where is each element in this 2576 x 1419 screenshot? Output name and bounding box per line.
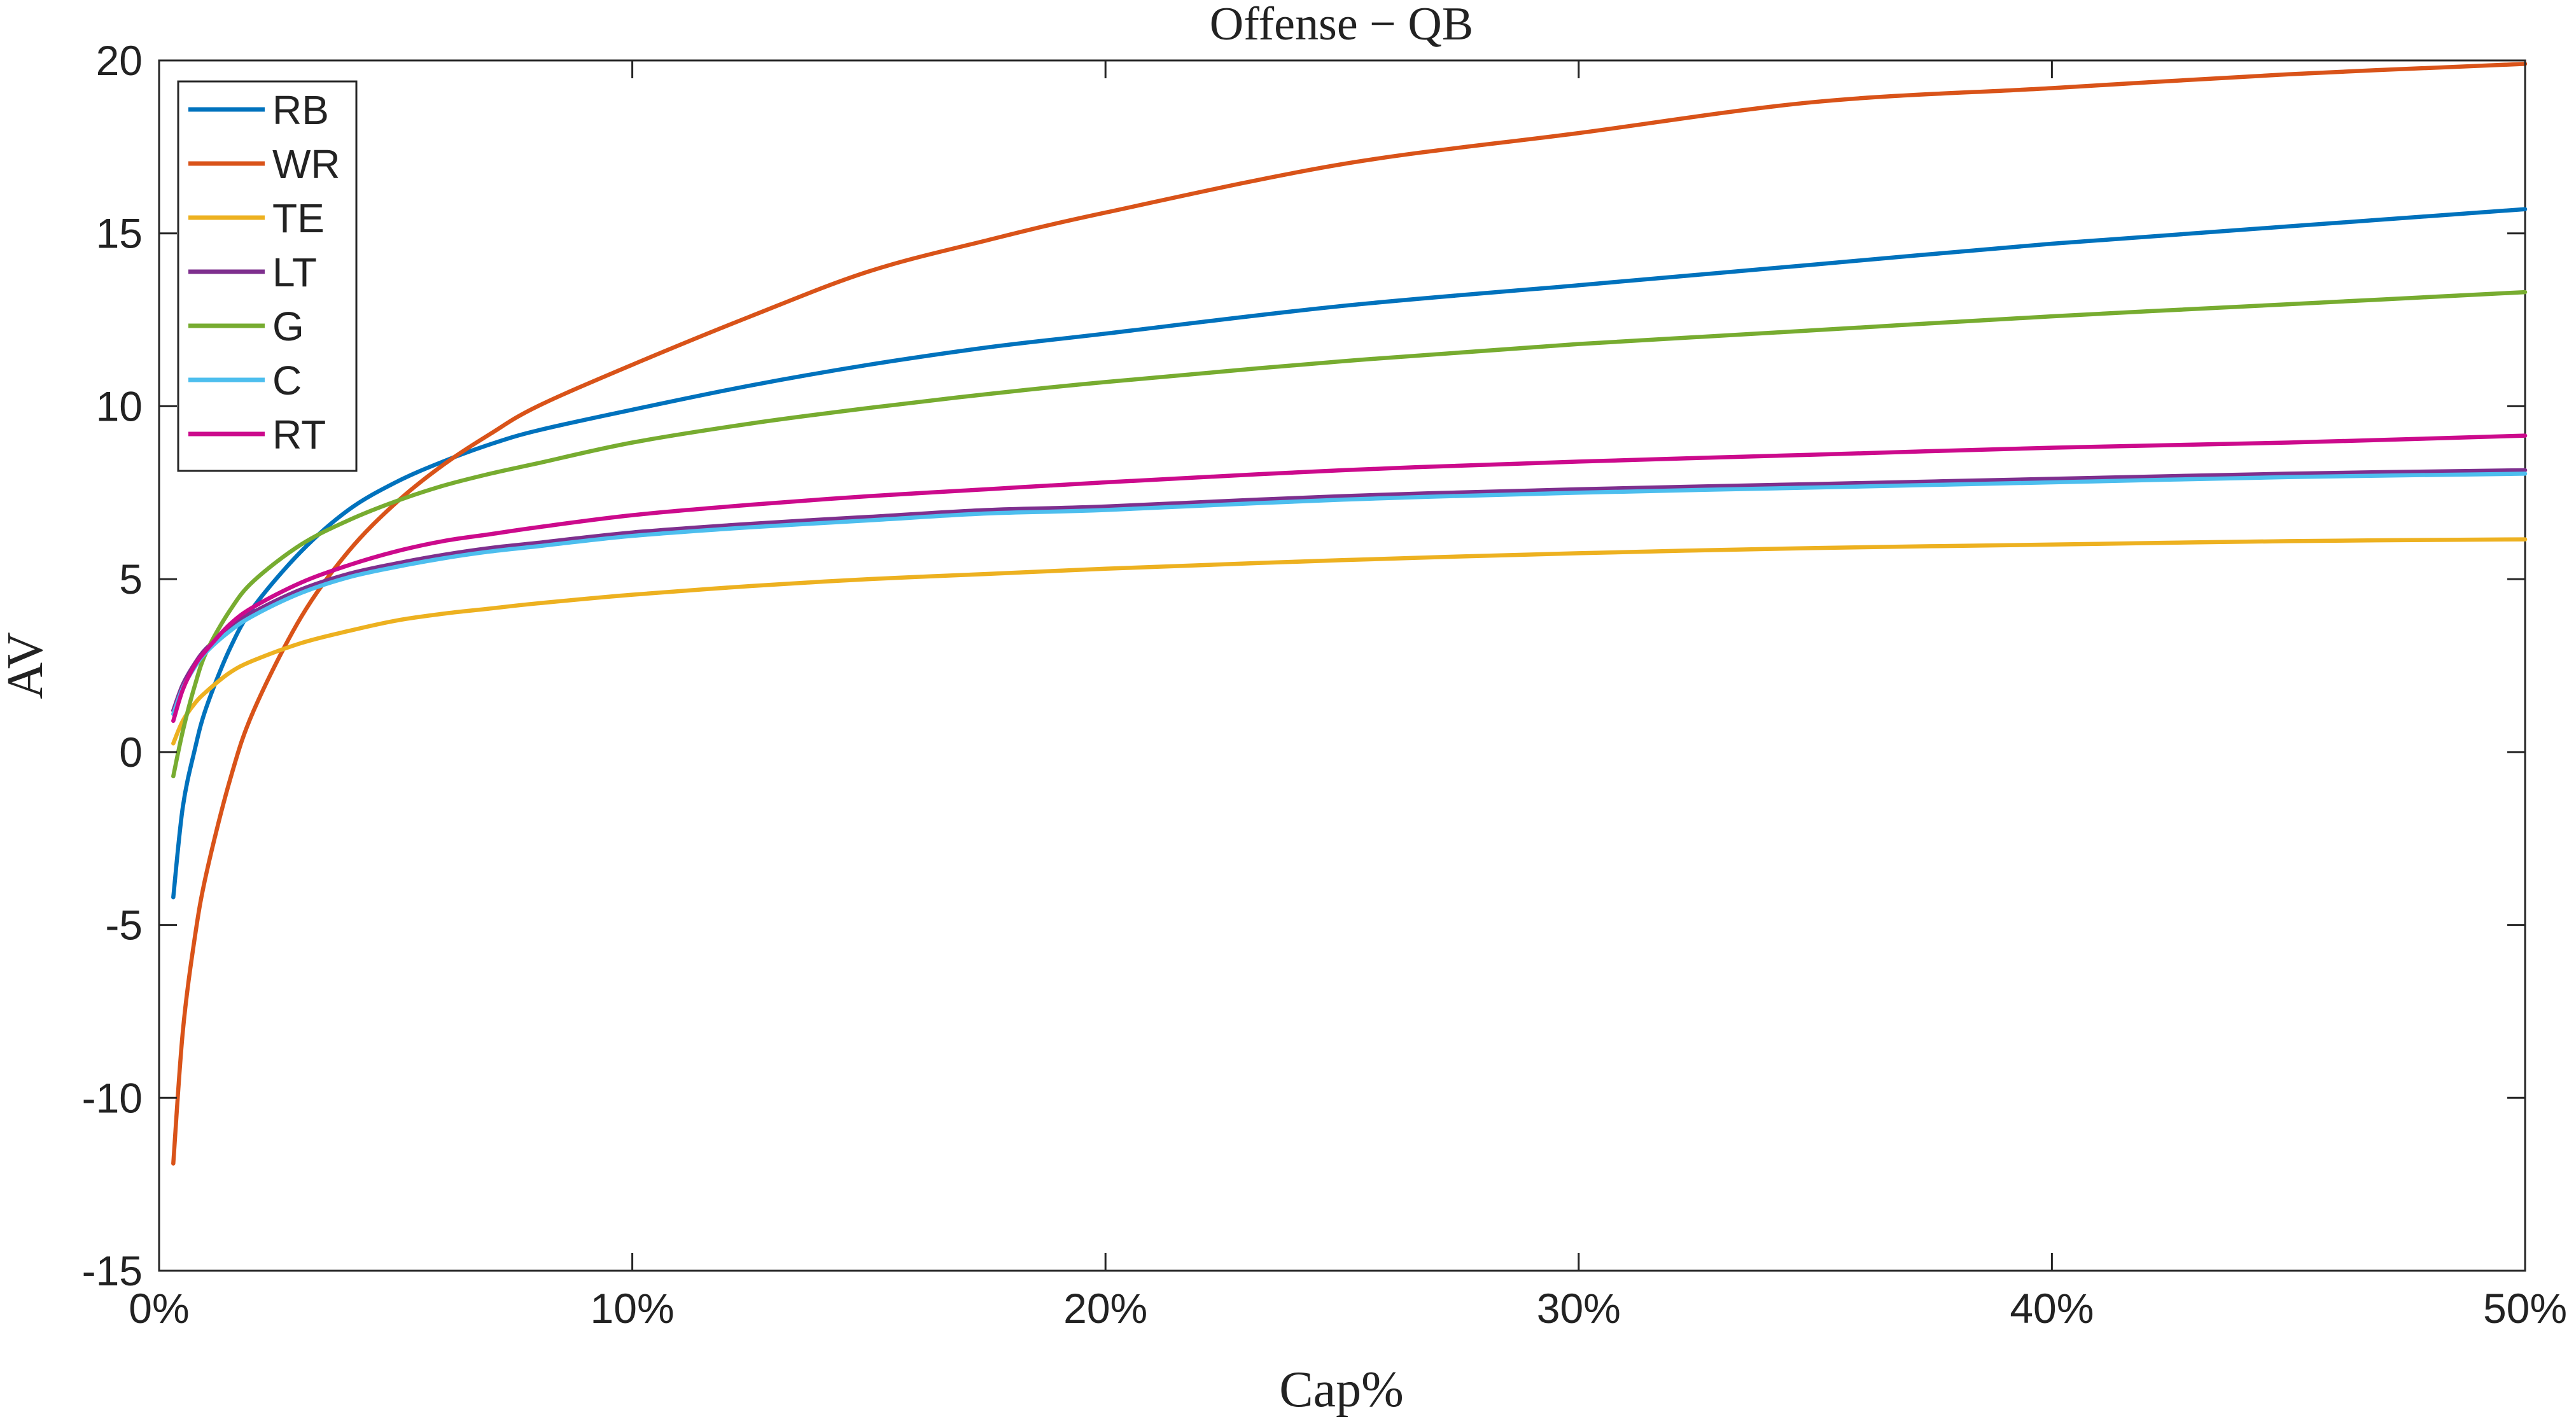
x-tick-label: 20% bbox=[1063, 1285, 1147, 1332]
series-line-c bbox=[171, 472, 2528, 716]
legend-label-rb: RB bbox=[272, 87, 329, 133]
y-tick-label: 20 bbox=[96, 37, 143, 84]
plot-frame bbox=[158, 59, 2526, 1272]
y-tick-label: -5 bbox=[105, 902, 143, 949]
y-tick-label: 15 bbox=[96, 210, 143, 257]
y-tick-label: 10 bbox=[96, 382, 143, 430]
legend-label-lt: LT bbox=[272, 249, 317, 295]
x-tick-label: 0% bbox=[129, 1285, 189, 1332]
x-axis-title: Cap% bbox=[1279, 1362, 1404, 1418]
legend-label-g: G bbox=[272, 304, 304, 349]
series-line-g bbox=[171, 290, 2528, 779]
series-line-wr bbox=[171, 62, 2528, 1166]
series-line-te bbox=[171, 537, 2528, 746]
x-axis: 0% 10% 20% 30% 40% 50% bbox=[129, 60, 2567, 1332]
legend-label-rt: RT bbox=[272, 412, 326, 458]
series-line-rt bbox=[171, 433, 2528, 723]
plot-area bbox=[158, 59, 2528, 1272]
series-layer bbox=[171, 62, 2528, 1166]
series-line-lt bbox=[171, 468, 2528, 713]
x-tick-label: 50% bbox=[2483, 1285, 2567, 1332]
legend-items: RB WR TE LT GC RT bbox=[188, 87, 340, 458]
series-line-rb bbox=[171, 207, 2528, 900]
chart-title: Offense − QB bbox=[1210, 0, 1473, 50]
y-axis-title: AV bbox=[0, 632, 53, 699]
x-tick-label: 30% bbox=[1537, 1285, 1621, 1332]
x-tick-label: 10% bbox=[591, 1285, 675, 1332]
y-tick-label: -10 bbox=[82, 1074, 143, 1121]
legend: RB WR TE LT GC RT bbox=[177, 80, 358, 472]
legend-label-te: TE bbox=[272, 195, 325, 241]
legend-label-c: C bbox=[272, 358, 302, 403]
legend-label-wr: WR bbox=[272, 141, 340, 187]
y-tick-label: -15 bbox=[82, 1247, 143, 1294]
legend-box bbox=[177, 80, 358, 472]
y-axis: 20 15 10 5 0 -5 -10 -15 bbox=[82, 37, 2525, 1294]
y-tick-label: 0 bbox=[119, 729, 143, 776]
y-tick-label: 5 bbox=[119, 556, 143, 603]
x-tick-label: 40% bbox=[2010, 1285, 2094, 1332]
